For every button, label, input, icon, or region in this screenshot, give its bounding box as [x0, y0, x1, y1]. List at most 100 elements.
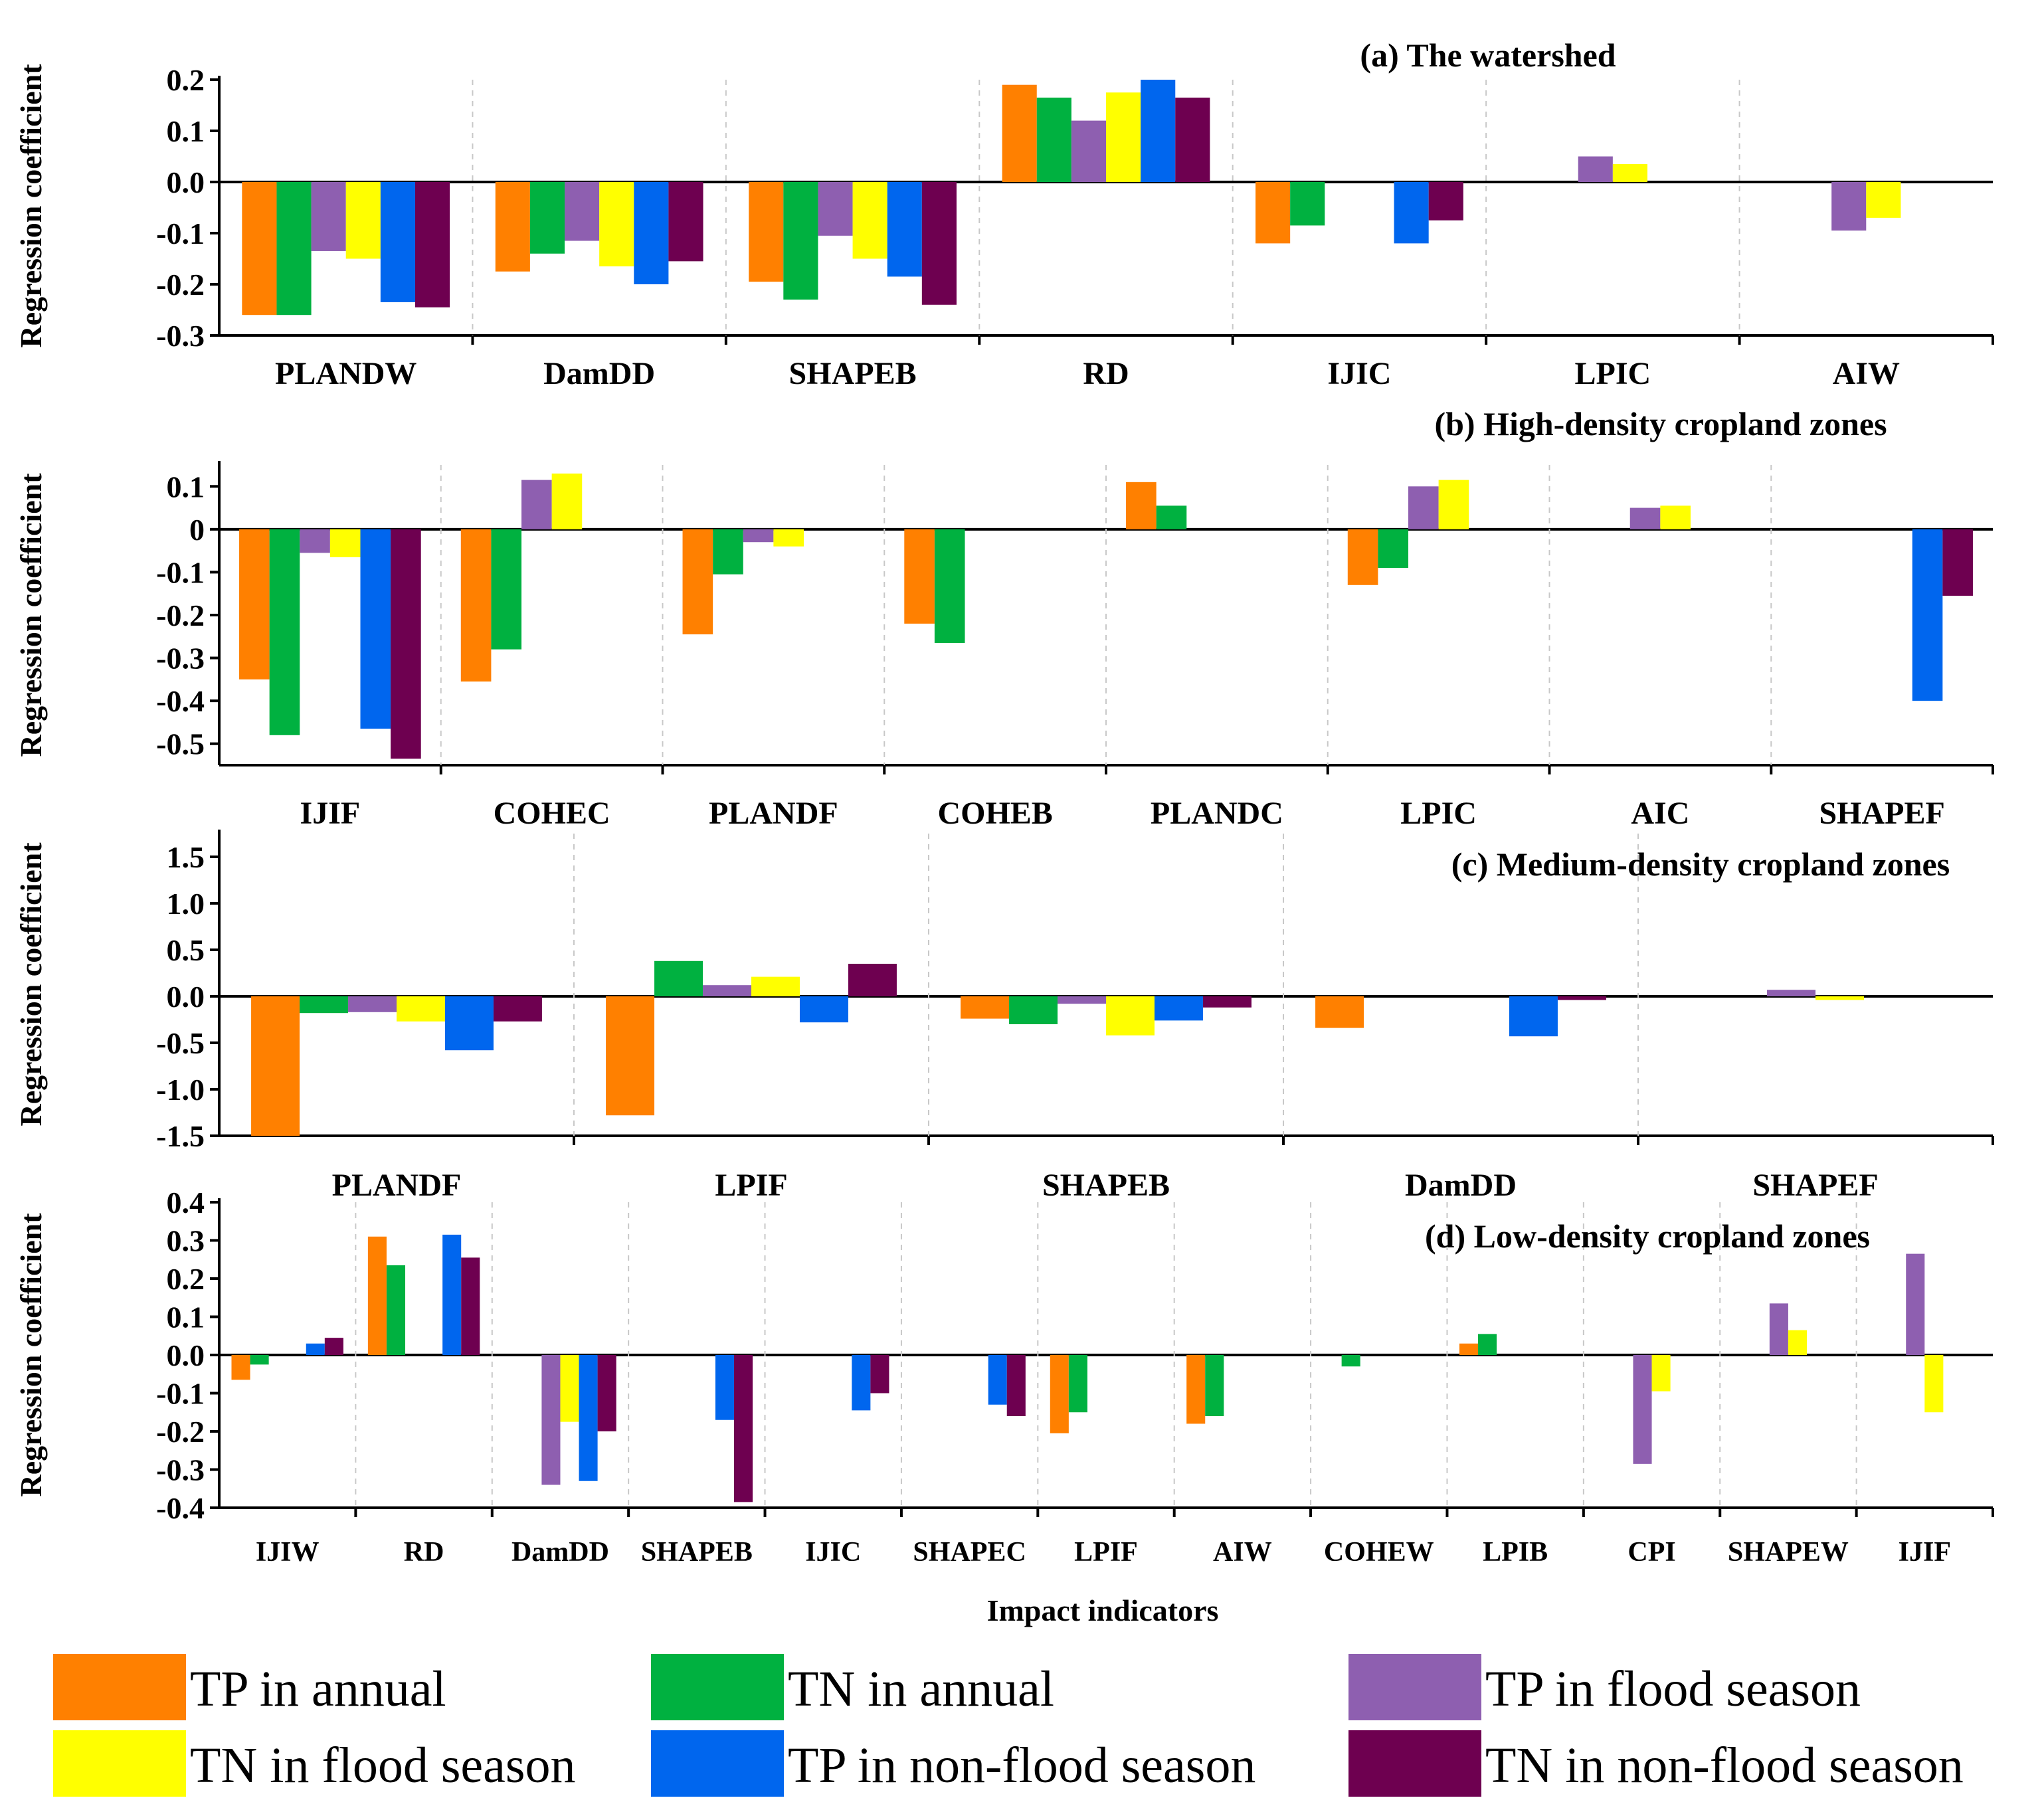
bar-tp-in-annual: [1347, 529, 1378, 585]
bar-tn-in-annual: [1009, 996, 1058, 1024]
y-tick-label: -0.3: [156, 1453, 205, 1487]
bar-tp-in-non-flood-season: [306, 1343, 325, 1355]
bar-tp-in-flood-season: [565, 182, 600, 241]
bar-tp-in-non-flood-season: [579, 1355, 598, 1481]
bar-tn-in-non-flood-season: [733, 1355, 753, 1502]
bar-tp-in-non-flood-season: [1154, 996, 1203, 1021]
bar-tn-in-non-flood-season: [1175, 97, 1210, 182]
bar-tp-in-annual: [231, 1355, 250, 1380]
category-label: IJIC: [1327, 356, 1391, 391]
y-tick-label: 1.5: [167, 840, 205, 874]
bar-tn-in-flood-season: [1612, 164, 1647, 182]
bar-tp-in-annual: [1002, 84, 1037, 182]
y-tick-label: 0: [189, 513, 205, 547]
bar-tn-in-annual: [386, 1265, 406, 1355]
bar-tn-in-flood-season: [1660, 505, 1691, 529]
bar-tp-in-annual: [1126, 482, 1157, 529]
y-tick-label: 0.0: [167, 1338, 205, 1372]
bar-tn-in-non-flood-season: [391, 529, 421, 759]
panel-title: (a) The watershed: [1360, 37, 1616, 74]
bar-tn-in-flood-season: [560, 1355, 579, 1422]
bar-tn-in-non-flood-season: [668, 182, 703, 262]
bar-tp-in-annual: [606, 996, 655, 1116]
bar-tn-in-flood-season: [1788, 1330, 1807, 1355]
y-axis-label: Regression coefficient: [14, 842, 48, 1126]
panel-c: -1.5 -1.0 -0.5 0.0 0.5 1.0 1.5 PLANDF LPIF SHAPEB…: [14, 830, 1994, 1203]
y-tick-label: 0.1: [167, 114, 205, 148]
bar-tn-in-annual: [300, 996, 349, 1014]
bar-tp-in-non-flood-season: [1394, 182, 1429, 244]
y-tick-label: 0.2: [167, 1262, 205, 1296]
bar-tn-in-annual: [491, 529, 522, 650]
bar-tp-in-flood-season: [703, 985, 751, 996]
bar-tn-in-flood-season: [852, 182, 887, 259]
bar-tn-in-non-flood-season: [461, 1257, 480, 1355]
bar-tp-in-flood-season: [1629, 507, 1661, 529]
x-axis-label: Impact indicators: [987, 1593, 1219, 1627]
bar-tp-in-annual: [1186, 1355, 1206, 1424]
bar-tn-in-non-flood-season: [1006, 1355, 1026, 1416]
bar-tp-in-non-flood-season: [715, 1355, 734, 1420]
bar-tp-in-non-flood-season: [442, 1234, 462, 1355]
bar-tp-in-annual: [367, 1236, 387, 1355]
category-label: DamDD: [1405, 1168, 1517, 1203]
y-tick-label: -1.0: [156, 1073, 205, 1107]
y-tick-label: -0.2: [156, 598, 205, 632]
bar-tn-in-annual: [276, 182, 312, 315]
bar-tp-in-annual: [460, 529, 492, 682]
bar-tp-in-flood-season: [818, 182, 853, 236]
y-tick-label: 0.0: [167, 980, 205, 1014]
bar-tn-in-non-flood-season: [493, 996, 542, 1022]
category-label: LPIC: [1400, 796, 1477, 831]
bar-tp-in-flood-season: [311, 182, 346, 251]
legend-label: TN in annual: [788, 1661, 1054, 1717]
y-tick-label: -0.4: [156, 1491, 205, 1525]
bar-tp-in-non-flood-season: [380, 182, 415, 302]
bar-tp-in-annual: [251, 996, 300, 1136]
bar-tn-in-non-flood-season: [1428, 182, 1463, 221]
category-label: RD: [404, 1537, 444, 1568]
bar-tp-in-non-flood-season: [799, 996, 848, 1023]
category-label: PLANDF: [709, 796, 838, 831]
bar-tn-in-annual: [1290, 182, 1325, 226]
bar-tp-in-annual: [1255, 182, 1291, 244]
category-label: SHAPEW: [1728, 1537, 1849, 1568]
bar-tn-in-flood-season: [599, 182, 634, 267]
bar-tp-in-annual: [1459, 1343, 1479, 1355]
bar-tp-in-non-flood-season: [634, 182, 669, 284]
y-tick-label: -0.3: [156, 642, 205, 676]
bar-tn-in-flood-season: [751, 976, 800, 996]
bar-tp-in-flood-season: [743, 529, 774, 543]
bar-tp-in-annual: [1315, 996, 1364, 1028]
bar-tp-in-flood-season: [1578, 156, 1613, 182]
y-tick-label: 0.1: [167, 1301, 205, 1334]
y-tick-label: 0.2: [167, 63, 205, 97]
category-label: CPI: [1627, 1537, 1675, 1568]
category-label: RD: [1083, 356, 1129, 391]
legend-swatch: [651, 1654, 784, 1720]
category-label: IJIW: [256, 1537, 320, 1568]
category-label: SHAPEB: [1042, 1168, 1170, 1203]
category-label: SHAPEF: [1819, 796, 1944, 831]
bar-tn-in-non-flood-season: [1942, 529, 1973, 596]
y-tick-label: 1.0: [167, 887, 205, 921]
bar-tn-in-flood-season: [1866, 182, 1901, 218]
y-tick-label: -0.1: [156, 1377, 205, 1411]
bar-tn-in-flood-season: [773, 529, 804, 547]
legend-label: TP in flood season: [1485, 1661, 1861, 1717]
bar-tn-in-annual: [1478, 1334, 1497, 1355]
bar-tp-in-flood-season: [1071, 120, 1106, 182]
y-axis-label: Regression coefficient: [14, 473, 48, 757]
bar-tp-in-flood-season: [1058, 996, 1106, 1004]
legend-swatch: [53, 1654, 186, 1720]
panel-d: -0.4 -0.3 -0.2 -0.1 0.0 0.1 0.2 0.3 0.4 IJIW RD Dam…: [14, 1186, 1994, 1568]
bar-tn-in-non-flood-season: [1202, 996, 1252, 1008]
bar-tp-in-non-flood-season: [360, 529, 391, 729]
y-tick-label: -0.1: [156, 555, 205, 589]
bar-tn-in-non-flood-season: [921, 182, 957, 305]
panel-a: -0.3 -0.2 -0.1 0.0 0.1 0.2 PLANDW DamDD SHAPEB RD…: [14, 37, 1994, 391]
bar-tp-in-annual: [904, 529, 935, 624]
bar-tp-in-non-flood-season: [887, 182, 922, 277]
bar-tp-in-non-flood-season: [1509, 996, 1558, 1037]
bar-tp-in-flood-season: [348, 996, 397, 1012]
